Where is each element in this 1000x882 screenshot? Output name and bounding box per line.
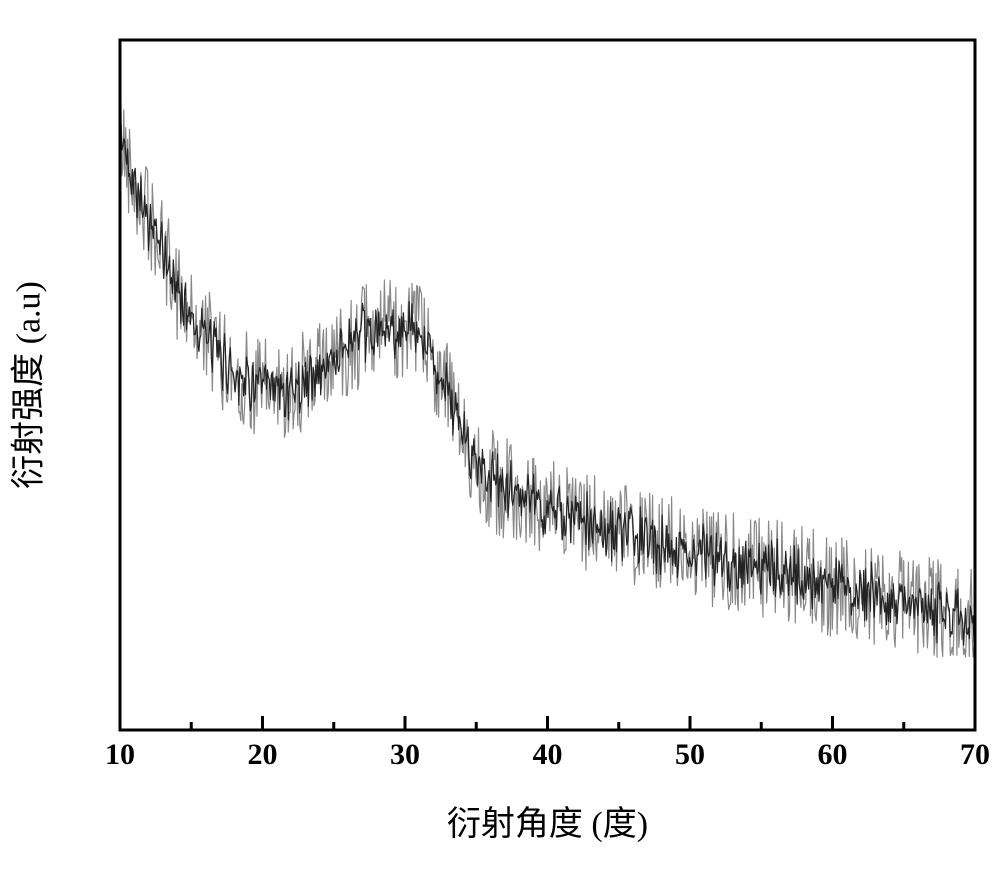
x-axis-label: 衍射角度 (度)	[447, 796, 648, 845]
x-tick-label: 50	[675, 738, 705, 772]
x-tick-label: 30	[390, 738, 420, 772]
x-tick-label: 60	[818, 738, 848, 772]
x-tick-label: 40	[533, 738, 563, 772]
xrd-chart-svg	[0, 0, 1000, 882]
y-axis-label: 衍射强度 (a.u)	[1, 281, 50, 489]
x-tick-label: 10	[105, 738, 135, 772]
x-tick-label: 70	[960, 738, 990, 772]
xrd-chart-figure: 衍射强度 (a.u) 衍射角度 (度) 10 20 30 40 50 60 70	[0, 0, 1000, 882]
x-tick-label: 20	[248, 738, 278, 772]
